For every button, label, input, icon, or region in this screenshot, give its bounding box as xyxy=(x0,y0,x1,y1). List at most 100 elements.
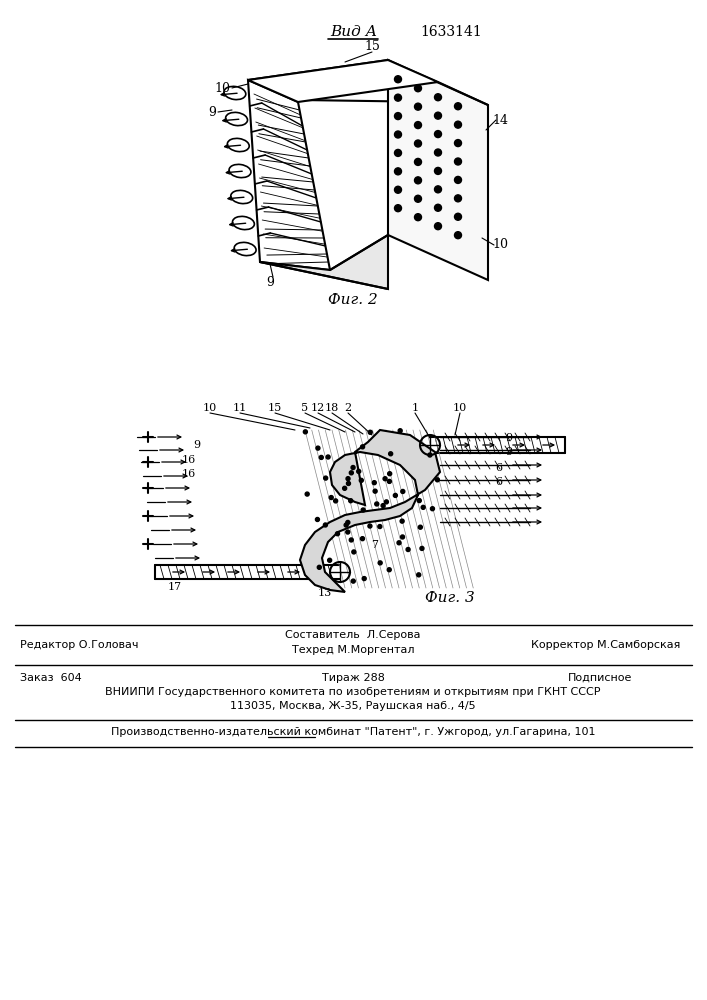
Text: 9: 9 xyxy=(208,105,216,118)
Circle shape xyxy=(303,430,308,434)
Circle shape xyxy=(336,532,339,536)
Text: 16: 16 xyxy=(182,469,196,479)
Circle shape xyxy=(351,579,355,583)
Text: 6: 6 xyxy=(495,463,502,473)
Text: 9: 9 xyxy=(505,447,512,457)
Circle shape xyxy=(436,478,440,482)
Circle shape xyxy=(378,561,382,565)
Text: 17: 17 xyxy=(168,582,182,592)
Circle shape xyxy=(414,177,421,184)
Circle shape xyxy=(361,537,365,541)
Circle shape xyxy=(395,94,402,101)
Text: Фиг. 3: Фиг. 3 xyxy=(425,591,475,605)
Circle shape xyxy=(395,186,402,193)
Circle shape xyxy=(357,469,361,473)
Circle shape xyxy=(387,472,392,476)
Text: 5: 5 xyxy=(301,403,308,413)
Circle shape xyxy=(397,541,401,545)
Polygon shape xyxy=(248,60,438,102)
Circle shape xyxy=(329,496,333,500)
Circle shape xyxy=(351,466,355,470)
Polygon shape xyxy=(248,80,330,270)
Circle shape xyxy=(362,577,366,581)
Circle shape xyxy=(395,205,402,212)
Text: Редактор О.Головач: Редактор О.Головач xyxy=(20,640,139,650)
Text: 1633141: 1633141 xyxy=(420,25,481,39)
Circle shape xyxy=(435,204,441,211)
Text: 10: 10 xyxy=(214,82,230,95)
Circle shape xyxy=(383,477,387,481)
Text: 10: 10 xyxy=(453,403,467,413)
Polygon shape xyxy=(248,60,438,102)
Circle shape xyxy=(431,507,435,511)
Text: 18: 18 xyxy=(325,403,339,413)
Text: 9: 9 xyxy=(193,440,200,450)
Text: 2: 2 xyxy=(344,403,351,413)
Circle shape xyxy=(324,476,327,480)
Circle shape xyxy=(327,558,332,562)
Circle shape xyxy=(368,524,372,528)
Circle shape xyxy=(428,453,432,457)
Circle shape xyxy=(395,168,402,175)
Circle shape xyxy=(435,186,441,193)
Circle shape xyxy=(435,131,441,138)
Polygon shape xyxy=(260,235,388,289)
Text: Техред М.Моргентал: Техред М.Моргентал xyxy=(292,645,414,655)
Circle shape xyxy=(317,565,321,569)
Circle shape xyxy=(305,492,309,496)
Circle shape xyxy=(435,94,441,101)
Circle shape xyxy=(395,76,402,83)
Circle shape xyxy=(320,455,323,459)
Text: 14: 14 xyxy=(492,113,508,126)
Text: 9: 9 xyxy=(505,433,512,443)
Circle shape xyxy=(361,508,366,512)
Text: Корректор М.Самборская: Корректор М.Самборская xyxy=(531,640,680,650)
Circle shape xyxy=(395,149,402,156)
Text: 10: 10 xyxy=(492,238,508,251)
Circle shape xyxy=(416,573,421,577)
Circle shape xyxy=(401,535,404,539)
Circle shape xyxy=(414,85,421,92)
Text: 113035, Москва, Ж-35, Раушская наб., 4/5: 113035, Москва, Ж-35, Раушская наб., 4/5 xyxy=(230,701,476,711)
Circle shape xyxy=(414,140,421,147)
Circle shape xyxy=(373,481,376,485)
Circle shape xyxy=(373,489,377,493)
Circle shape xyxy=(421,505,425,509)
Circle shape xyxy=(414,195,421,202)
Text: Фиг. 2: Фиг. 2 xyxy=(328,293,378,307)
Circle shape xyxy=(387,479,392,483)
Circle shape xyxy=(414,214,421,221)
Circle shape xyxy=(334,499,338,503)
Text: Подписное: Подписное xyxy=(568,673,632,683)
Circle shape xyxy=(346,520,350,524)
Circle shape xyxy=(381,504,385,508)
Circle shape xyxy=(315,517,320,521)
Circle shape xyxy=(361,445,365,449)
Circle shape xyxy=(343,486,346,490)
Circle shape xyxy=(398,429,402,433)
Text: Составитель  Л.Серова: Составитель Л.Серова xyxy=(285,630,421,640)
Circle shape xyxy=(389,452,392,456)
Circle shape xyxy=(435,223,441,230)
Text: ВНИИПИ Государственного комитета по изобретениям и открытиям при ГКНТ СССР: ВНИИПИ Государственного комитета по изоб… xyxy=(105,687,601,697)
Circle shape xyxy=(455,103,462,110)
Circle shape xyxy=(349,538,354,542)
Circle shape xyxy=(435,149,441,156)
Text: Производственно-издательский комбинат "Патент", г. Ужгород, ул.Гагарина, 101: Производственно-издательский комбинат "П… xyxy=(111,727,595,737)
Circle shape xyxy=(349,499,353,503)
Polygon shape xyxy=(300,430,440,592)
Circle shape xyxy=(420,546,424,550)
Text: Тираж 288: Тираж 288 xyxy=(322,673,385,683)
Circle shape xyxy=(316,446,320,450)
Circle shape xyxy=(419,525,422,529)
Text: 11: 11 xyxy=(233,403,247,413)
Circle shape xyxy=(414,103,421,110)
Circle shape xyxy=(395,113,402,120)
Text: 16: 16 xyxy=(182,455,196,465)
Circle shape xyxy=(401,489,405,493)
Text: 13: 13 xyxy=(318,588,332,598)
Circle shape xyxy=(385,500,388,504)
Text: Заказ  604: Заказ 604 xyxy=(20,673,82,683)
Text: 15: 15 xyxy=(268,403,282,413)
Circle shape xyxy=(368,430,372,434)
